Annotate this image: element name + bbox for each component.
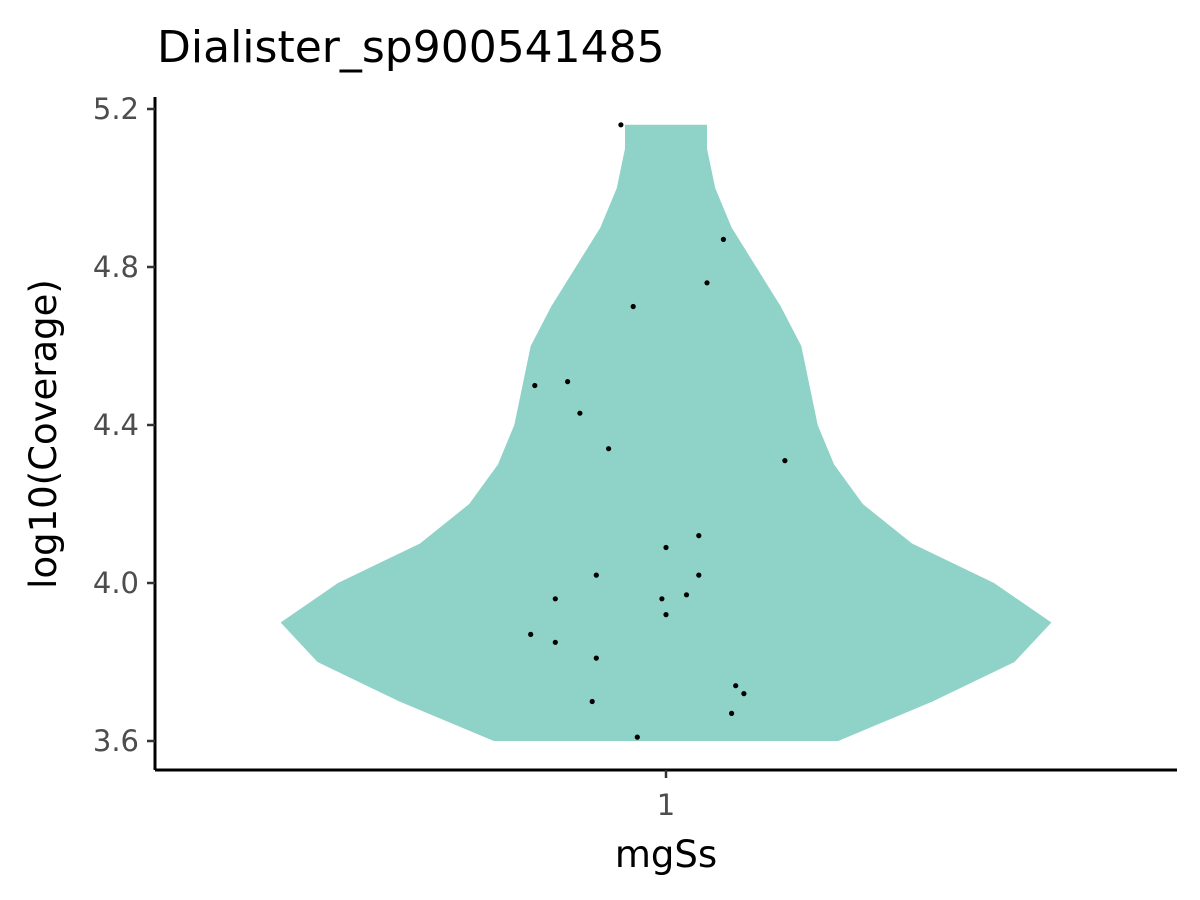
chart-title: Dialister_sp900541485 <box>157 22 665 73</box>
data-point-14 <box>683 592 690 598</box>
data-point-19 <box>552 639 558 645</box>
y-tick-label: 4.0 <box>93 566 139 600</box>
axes: 3.6 4.0 4.4 4.8 5.2 1 <box>93 92 1177 822</box>
data-point-22 <box>741 691 747 697</box>
data-point-12 <box>696 572 702 578</box>
data-point-23 <box>589 698 595 705</box>
data-point-7 <box>577 410 583 416</box>
data-point-18 <box>528 631 534 638</box>
data-point-1 <box>618 122 624 128</box>
x-ticks: 1 <box>657 770 675 822</box>
data-point-11 <box>663 544 669 551</box>
data-point-4 <box>630 303 636 310</box>
data-point-2 <box>720 236 727 242</box>
x-axis-title: mgSs <box>615 833 717 876</box>
x-tick-label: 1 <box>657 788 675 822</box>
data-point-8 <box>606 446 612 452</box>
data-point-17 <box>663 612 669 618</box>
data-point-10 <box>696 533 702 539</box>
plot-area <box>280 122 1052 742</box>
data-point-20 <box>593 655 599 661</box>
data-point-21 <box>733 683 739 689</box>
y-ticks: 3.6 4.0 4.4 4.8 5.2 <box>93 92 155 758</box>
y-tick-label: 3.6 <box>93 724 139 758</box>
jitter-points <box>528 122 788 740</box>
data-point-9 <box>782 458 788 464</box>
data-point-6 <box>532 382 538 389</box>
data-point-13 <box>593 572 599 578</box>
data-point-24 <box>729 710 735 717</box>
y-axis-title: log10(Coverage) <box>22 279 65 589</box>
y-tick-label: 4.4 <box>93 408 139 442</box>
data-point-16 <box>659 596 665 602</box>
y-tick-label: 5.2 <box>93 92 139 126</box>
y-tick-label: 4.8 <box>93 250 139 284</box>
data-point-5 <box>565 379 571 385</box>
data-point-15 <box>552 596 558 602</box>
violin-body <box>280 124 1052 742</box>
data-point-3 <box>704 280 710 286</box>
data-point-25 <box>634 734 640 740</box>
